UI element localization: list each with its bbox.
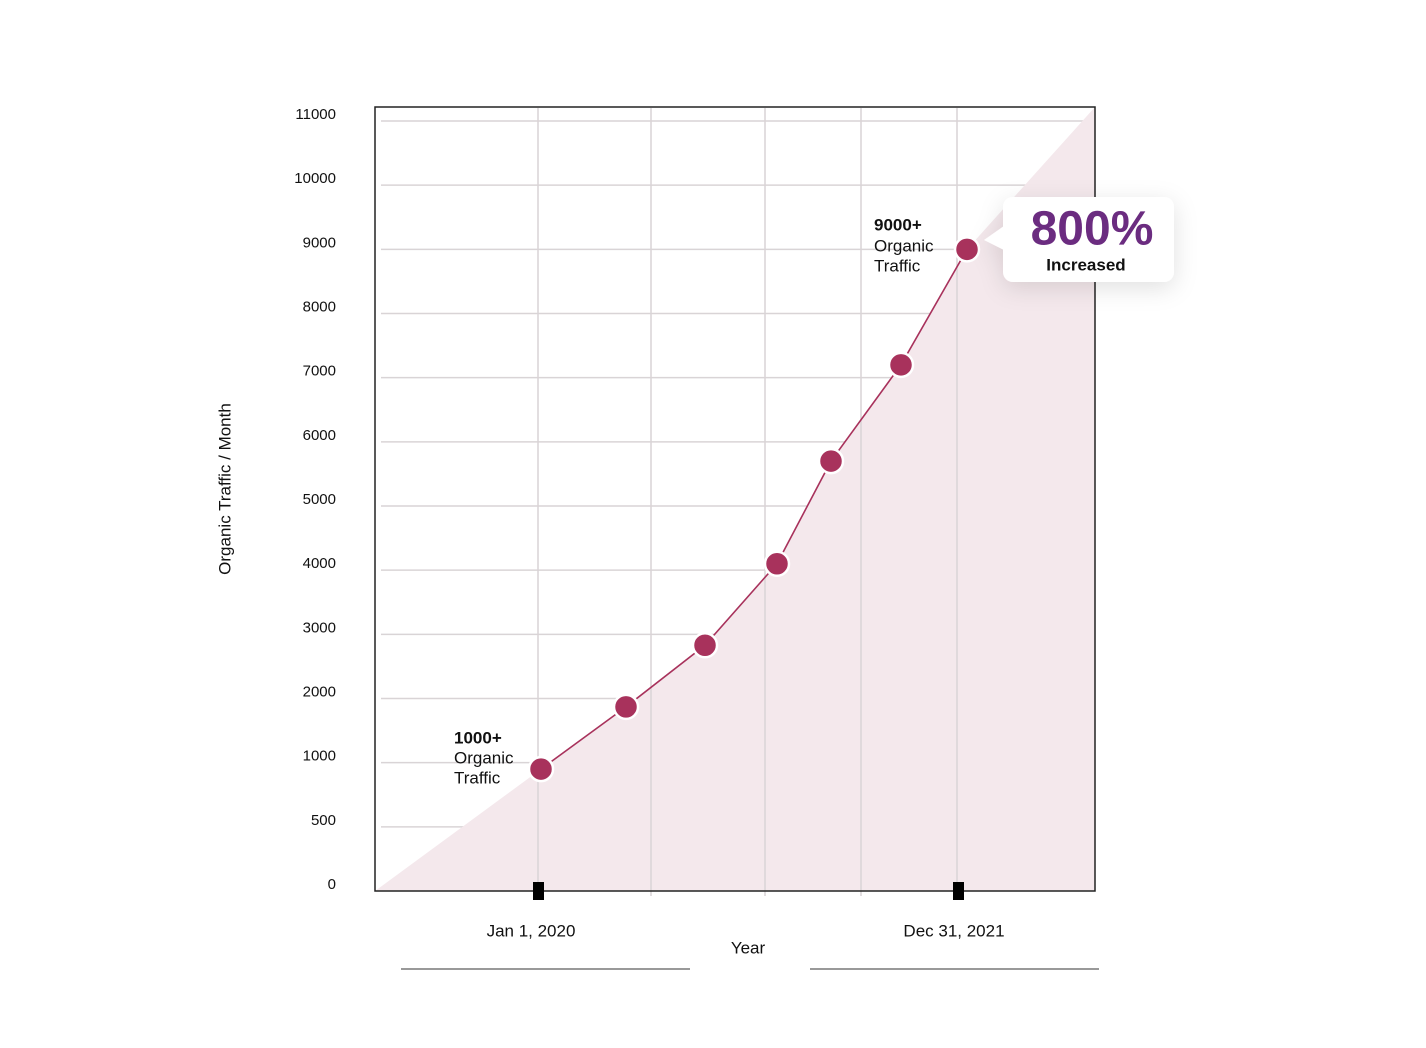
point (817, 447, 845, 475)
y-tick-label: 5000 (303, 491, 336, 508)
y-tick-label: 7000 (303, 363, 336, 380)
callout (984, 197, 1174, 282)
annotation-text: Traffic (874, 256, 921, 275)
y-tick-label: 1000 (303, 748, 336, 765)
y-tick-label: 8000 (303, 298, 336, 315)
callout-label: Increased (1046, 255, 1125, 274)
y-tick-label: 9000 (303, 234, 336, 251)
x-label: Jan 1, 2020 (487, 921, 576, 940)
point (887, 351, 915, 379)
annotation-value: 1000+ (454, 728, 502, 747)
point (763, 550, 791, 577)
y-tick-label: 10000 (294, 170, 336, 187)
x-tick (953, 882, 964, 900)
callout-value: 800% (1031, 203, 1154, 256)
y-tick-label: 6000 (303, 427, 336, 444)
x-label: Dec 31, 2021 (903, 921, 1004, 940)
y-tick-label: 11000 (295, 106, 336, 123)
x-tick (533, 882, 544, 900)
y-axis-title: Organic Traffic / Month (215, 403, 234, 575)
point (691, 631, 719, 659)
area-fill (375, 107, 1095, 891)
y-tick-label: 3000 (303, 619, 336, 636)
y-tick-label: 0 (328, 876, 336, 893)
y-tick-label: 2000 (303, 683, 336, 700)
annotation-text: Organic (454, 748, 514, 767)
point (527, 755, 555, 783)
y-tick-label: 500 (311, 812, 336, 829)
x-axis-title: Year (731, 938, 766, 957)
annotation-text: Traffic (454, 768, 501, 787)
annotation-text: Organic (874, 236, 934, 255)
y-tick-label: 4000 (303, 555, 336, 572)
plot-frame (374, 106, 1096, 892)
point (612, 693, 640, 721)
annotation-value: 9000+ (874, 215, 922, 234)
point (953, 236, 981, 263)
